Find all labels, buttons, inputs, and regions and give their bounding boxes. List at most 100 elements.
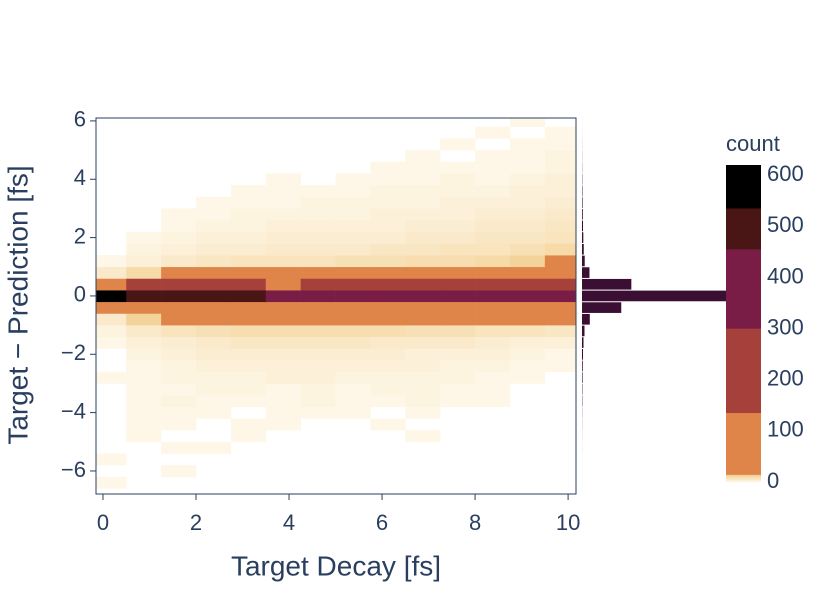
heatmap-cell (335, 325, 371, 338)
heatmap-cell (370, 161, 406, 174)
heatmap-cell (405, 196, 441, 209)
heatmap-cell (265, 266, 301, 279)
heatmap-cell (509, 185, 546, 198)
heatmap-cell (370, 278, 406, 291)
heatmap-cell (370, 185, 406, 198)
heatmap-cell (196, 208, 232, 221)
heatmap-cell (509, 278, 546, 291)
heatmap-cell (300, 371, 336, 384)
heatmap-cell (440, 220, 476, 233)
colorbar-tick-label: 0 (767, 468, 779, 493)
heatmap-cell (230, 395, 267, 408)
heatmap-cell (265, 313, 301, 326)
colorbar-segment (726, 249, 761, 329)
heatmap-cell (161, 360, 197, 373)
heatmap-cell (544, 290, 576, 303)
heatmap-cell (405, 290, 441, 303)
heatmap-cell (405, 348, 441, 361)
heatmap-cell (300, 278, 336, 291)
heatmap-cell (544, 336, 576, 349)
heatmap-cell (161, 441, 197, 454)
colorbar-segment (726, 208, 761, 250)
heatmap-cell (335, 313, 371, 326)
heatmap-cell (405, 220, 441, 233)
heatmap-cell (509, 208, 546, 221)
heatmap-cell (440, 185, 476, 198)
heatmap-cell (475, 290, 511, 303)
heatmap-cell (126, 418, 162, 431)
marginal-bar (582, 372, 583, 383)
heatmap-cell (335, 231, 371, 244)
heatmap-cell (265, 220, 301, 233)
heatmap-cell (405, 173, 441, 186)
heatmap-cell (196, 243, 232, 256)
heatmap-cell (509, 138, 546, 151)
heatmap-cell (370, 348, 406, 361)
heatmap-cell (440, 371, 476, 384)
heatmap-cell (440, 336, 476, 349)
heatmap-cell (335, 185, 371, 198)
heatmap-cell (230, 266, 267, 279)
heatmap-cell (405, 208, 441, 221)
heatmap-cell (300, 185, 336, 198)
marginal-bar (582, 255, 585, 267)
heatmap-cell (96, 255, 127, 268)
heatmap-cell (509, 360, 546, 373)
heatmap-cell (440, 348, 476, 361)
marginal-bar (582, 290, 730, 302)
heatmap-cell (265, 231, 301, 244)
heatmap-cell (405, 395, 441, 408)
heatmap-cell (405, 266, 441, 279)
heatmap-cell (230, 418, 267, 431)
heatmap-cell (300, 266, 336, 279)
heatmap-cell (440, 208, 476, 221)
heatmap-cell (230, 336, 267, 349)
heatmap-cell (126, 266, 162, 279)
colorbar-segment (726, 165, 761, 209)
heatmap-cell (126, 301, 162, 314)
heatmap-cell (96, 371, 127, 384)
colorbar-segment (726, 328, 761, 413)
colorbar-tick-label: 400 (767, 263, 804, 288)
x-tick-label: 8 (469, 510, 481, 535)
heatmap-cell (230, 301, 267, 314)
heatmap-cell (405, 430, 441, 443)
heatmap-cell (230, 383, 267, 396)
heatmap-cell (335, 383, 371, 396)
heatmap-cell (161, 325, 197, 338)
heatmap-cell (300, 290, 336, 303)
heatmap-cell (196, 220, 232, 233)
heatmap-cell (544, 208, 576, 221)
heatmap-cell (335, 220, 371, 233)
heatmap-cell (161, 220, 197, 233)
heatmap-cell (126, 255, 162, 268)
heatmap-cell (544, 161, 576, 174)
heatmap-cell (475, 348, 511, 361)
colorbar-segment (726, 412, 761, 475)
heatmap-cell (370, 255, 406, 268)
heatmap-cell (335, 196, 371, 209)
colorbar-tick-label: 200 (767, 366, 804, 391)
heatmap-cell (370, 220, 406, 233)
heatmap-cell (96, 453, 127, 466)
heatmap-cell (196, 301, 232, 314)
heatmap-cell (196, 383, 232, 396)
heatmap-cell (300, 255, 336, 268)
heatmap-cell (300, 243, 336, 256)
heatmap-cell (126, 360, 162, 373)
heatmap-cell (370, 336, 406, 349)
heatmap-cell (440, 243, 476, 256)
heatmap-cell (475, 208, 511, 221)
heatmap-cell (335, 243, 371, 256)
heatmap-cell (370, 395, 406, 408)
heatmap-cell (196, 441, 232, 454)
heatmap-cell (96, 278, 127, 291)
heatmap-cell (405, 243, 441, 256)
heatmap-cell (475, 161, 511, 174)
heatmap-cell (96, 313, 127, 326)
heatmap-cell (300, 406, 336, 419)
heatmap-cell (370, 243, 406, 256)
heatmap-cell (405, 360, 441, 373)
colorbar-segment (726, 474, 761, 476)
